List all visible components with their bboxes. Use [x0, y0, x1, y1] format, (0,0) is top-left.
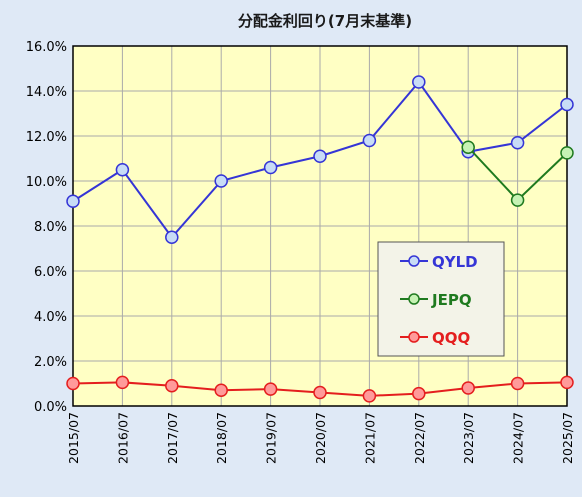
- x-tick-label: 2020/07: [313, 412, 328, 464]
- data-point: [66, 376, 80, 391]
- y-tick-label: 14.0%: [26, 85, 67, 100]
- legend-label: QYLD: [432, 253, 478, 271]
- legend: QYLD JEPQ QQQ: [377, 241, 505, 357]
- data-point: [313, 149, 327, 163]
- data-point: [263, 160, 278, 175]
- x-tick-label: 2023/07: [461, 412, 476, 464]
- y-tick-label: 16.0%: [26, 40, 67, 55]
- y-tick-label: 10.0%: [26, 175, 67, 190]
- x-tick-label: 2024/07: [511, 412, 526, 464]
- x-tick-label: 2015/07: [66, 412, 81, 464]
- x-tick-label: 2025/07: [560, 412, 575, 464]
- y-tick-label: 12.0%: [26, 130, 67, 145]
- y-tick-label: 4.0%: [34, 310, 67, 325]
- data-point: [214, 174, 228, 188]
- data-point: [560, 146, 574, 160]
- data-point: [165, 379, 179, 393]
- data-point: [461, 140, 475, 154]
- data-point: [263, 382, 278, 396]
- plot-area: [73, 46, 567, 406]
- data-point: [412, 75, 426, 89]
- legend-box: [377, 241, 505, 357]
- x-tick-label: 2021/07: [362, 412, 377, 464]
- legend-marker: [408, 293, 420, 305]
- legend-label: JEPQ: [431, 291, 472, 309]
- data-point: [362, 133, 377, 148]
- plot-border: [72, 45, 568, 407]
- data-point: [313, 385, 327, 400]
- legend-item-qyld: QYLD: [400, 253, 478, 271]
- series-jepq: [461, 140, 574, 207]
- legend-item-qqq: QQQ: [400, 329, 470, 347]
- data-point: [560, 97, 574, 112]
- legend-marker: [408, 255, 420, 267]
- y-tick-label: 2.0%: [34, 355, 67, 370]
- x-tick-label: 2019/07: [264, 412, 279, 464]
- data-point: [66, 194, 80, 208]
- data-point: [115, 375, 130, 390]
- x-tick-label: 2016/07: [115, 412, 130, 464]
- data-point: [165, 230, 179, 244]
- data-point: [560, 375, 574, 390]
- x-tick-label: 2022/07: [412, 412, 427, 464]
- data-point: [115, 163, 130, 177]
- data-point: [510, 136, 525, 150]
- legend-item-jepq: JEPQ: [400, 291, 472, 309]
- x-tick-label: 2017/07: [165, 412, 180, 464]
- y-tick-label: 8.0%: [34, 220, 67, 235]
- series-qqq: [66, 375, 574, 403]
- axes: 0.0% 2.0% 4.0% 6.0% 8.0% 10.0% 12.0% 14.0% 16.0%…: [26, 40, 575, 464]
- y-tick-label: 0.0%: [34, 400, 67, 415]
- x-tick-label: 2018/07: [214, 412, 229, 464]
- y-tick-label: 6.0%: [34, 265, 67, 280]
- data-point: [510, 193, 525, 207]
- data-point: [461, 381, 475, 395]
- chart-title: 分配金利回り(7月末基準): [238, 12, 412, 30]
- legend-label: QQQ: [432, 329, 470, 347]
- series-qyld: [66, 75, 574, 244]
- series-layer: [66, 75, 574, 403]
- data-point: [214, 383, 228, 397]
- data-point: [412, 386, 426, 401]
- data-point: [510, 376, 525, 391]
- data-point: [362, 389, 377, 403]
- legend-marker: [408, 331, 420, 343]
